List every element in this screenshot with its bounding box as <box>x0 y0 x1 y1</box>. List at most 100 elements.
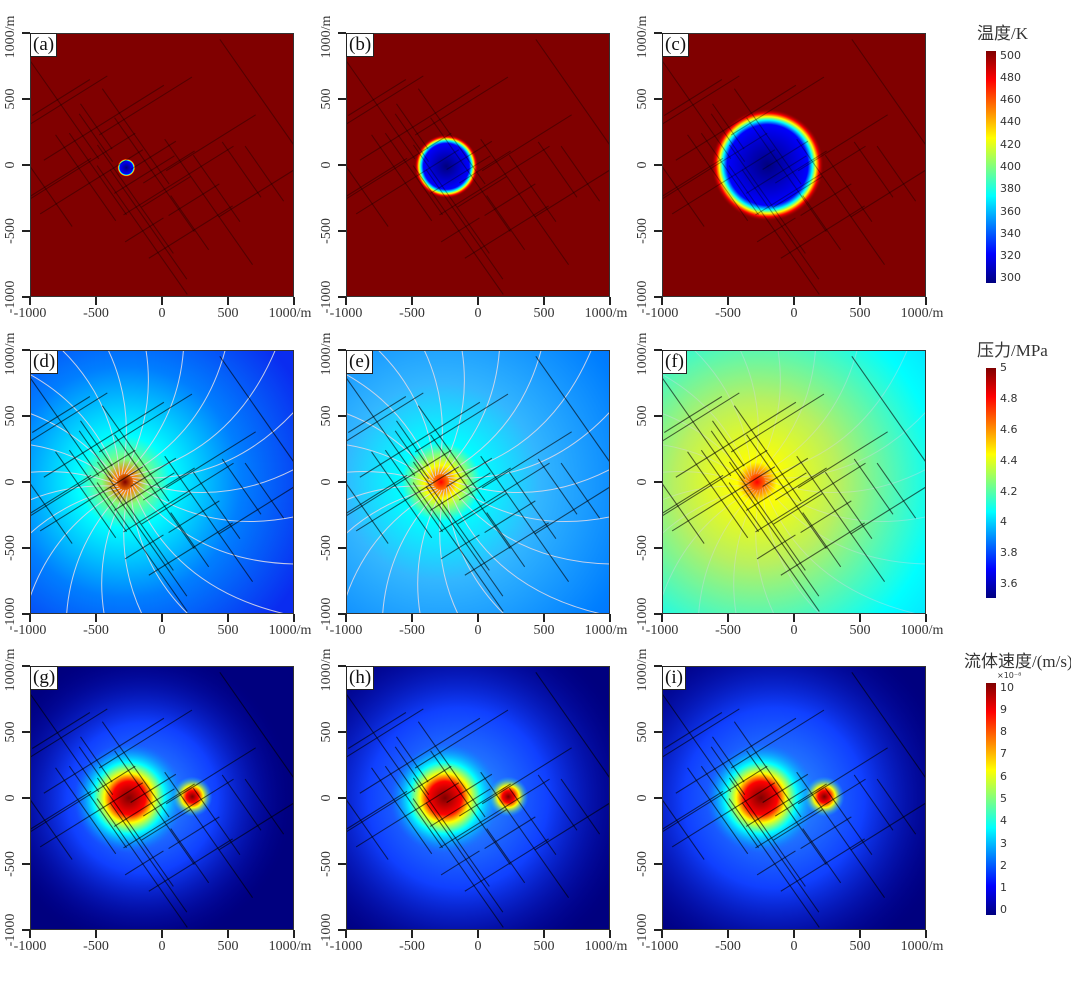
fracture-line <box>662 75 740 125</box>
fracture-line <box>101 721 170 818</box>
fracture-line <box>796 771 886 899</box>
fracture-line <box>800 816 852 850</box>
y-tick-mark <box>654 230 662 232</box>
y-tick-label: 0 <box>3 478 18 486</box>
fracture-line <box>244 462 285 519</box>
colorbar-tick-label: 460 <box>1000 93 1021 107</box>
fracture-line <box>109 486 188 597</box>
y-tick-label: 0 <box>3 161 18 169</box>
fracture-line <box>124 534 164 560</box>
streamline <box>132 481 294 522</box>
fracture-line <box>730 393 825 453</box>
x-tick-mark <box>95 297 97 305</box>
fracture-line <box>165 431 256 489</box>
y-tick-label: -500 <box>3 218 18 244</box>
fracture-line <box>537 458 578 515</box>
colorbar-tick-label: 4 <box>1000 814 1007 828</box>
fracture-line <box>537 141 578 198</box>
fracture-line <box>30 692 100 793</box>
fracture-line <box>662 692 732 793</box>
fracture-line <box>728 482 820 612</box>
fracture-line <box>700 449 760 533</box>
streamline <box>346 444 434 483</box>
streamline <box>763 411 926 479</box>
streamline <box>445 488 505 614</box>
colorbar-tick-label: 3.6 <box>1000 577 1018 591</box>
y-tick-label: -1000 <box>319 597 334 631</box>
panel-d: (d) -1000 -500 0 500 1000/m -1000 -500 0 500 1000/… <box>3 333 311 638</box>
x-tick-mark <box>345 297 347 305</box>
colorbar-title: 流体速度/(m/s) <box>964 652 1071 671</box>
colorbar-tick-label: 4.4 <box>1000 453 1018 467</box>
fracture-line <box>371 767 433 855</box>
y-tick-mark <box>654 613 662 615</box>
fracture-line <box>762 773 809 803</box>
fracture-line <box>396 736 429 783</box>
panel-b: (b) -1000 -500 0 500 1000/m -1000 -500 0 500 1000/… <box>319 16 627 321</box>
x-tick-mark <box>543 614 545 622</box>
y-tick-label: 0 <box>635 794 650 802</box>
fracture-line <box>851 671 926 780</box>
fracture-line <box>675 84 797 161</box>
fracture-line <box>346 75 424 125</box>
fracture-line <box>43 84 165 161</box>
y-tick-mark <box>338 731 346 733</box>
y-tick-mark <box>22 481 30 483</box>
fracture-line <box>662 765 768 833</box>
y-tick-mark <box>654 164 662 166</box>
fracture-line <box>796 138 886 266</box>
x-tick-label: -500 <box>83 623 109 638</box>
streamline <box>764 468 926 494</box>
y-tick-label: 500 <box>635 721 650 743</box>
fracture-line <box>192 154 241 223</box>
fracture-line <box>730 709 825 769</box>
streamline <box>129 488 189 614</box>
streamline <box>755 350 781 475</box>
fracture-line <box>96 777 174 887</box>
x-tick-label: 0 <box>474 623 482 638</box>
streamline <box>698 489 757 614</box>
colorbar-title: 压力/MPa <box>977 341 1048 360</box>
streamline <box>417 489 443 614</box>
fracture-line <box>728 144 806 254</box>
x-tick-label: 1000/m <box>268 939 312 954</box>
fracture-line <box>165 747 256 805</box>
colorbar-tick-label: 420 <box>1000 137 1021 151</box>
fracture-line <box>96 461 174 571</box>
fracture-line <box>712 420 745 467</box>
y-tick-mark <box>654 797 662 799</box>
colorbar-tick-label: 480 <box>1000 70 1021 84</box>
fracture-line <box>394 746 430 795</box>
fracture-line <box>535 355 610 464</box>
fracture-line <box>824 154 873 223</box>
fracture-line <box>165 114 256 172</box>
y-tick-label: 500 <box>319 88 334 110</box>
heatmap-pressure <box>346 350 610 614</box>
fracture-line <box>876 778 917 835</box>
y-tick-label: 0 <box>635 161 650 169</box>
x-tick-mark <box>477 297 479 305</box>
fracture-line <box>486 195 526 251</box>
y-tick-label: -1000 <box>3 597 18 631</box>
fracture-line <box>114 117 195 233</box>
panel-c: (c) -1000 -500 0 500 1000/m -1000 -500 0 500 1000/… <box>635 16 943 321</box>
fracture-line <box>508 154 557 223</box>
fracture-line <box>733 721 802 818</box>
fracture-line <box>30 165 73 227</box>
fracture-line <box>710 746 746 795</box>
fracture-line <box>414 709 509 769</box>
fracture-line <box>774 783 827 817</box>
y-tick-label: 500 <box>319 405 334 427</box>
fracture-line <box>850 169 926 218</box>
y-tick-mark <box>22 613 30 615</box>
streamline <box>346 470 434 485</box>
streamline <box>439 350 465 475</box>
panel-label: (a) <box>30 33 58 57</box>
fracture-line <box>773 176 823 208</box>
x-tick-mark <box>477 930 479 938</box>
streamline <box>131 486 288 614</box>
y-tick-mark <box>338 547 346 549</box>
panel-i: (i) -1000 -500 0 500 1000/m -1000 -500 0 500 1000/… <box>635 649 943 954</box>
fracture-line <box>417 721 486 818</box>
fracture-line <box>355 466 460 532</box>
